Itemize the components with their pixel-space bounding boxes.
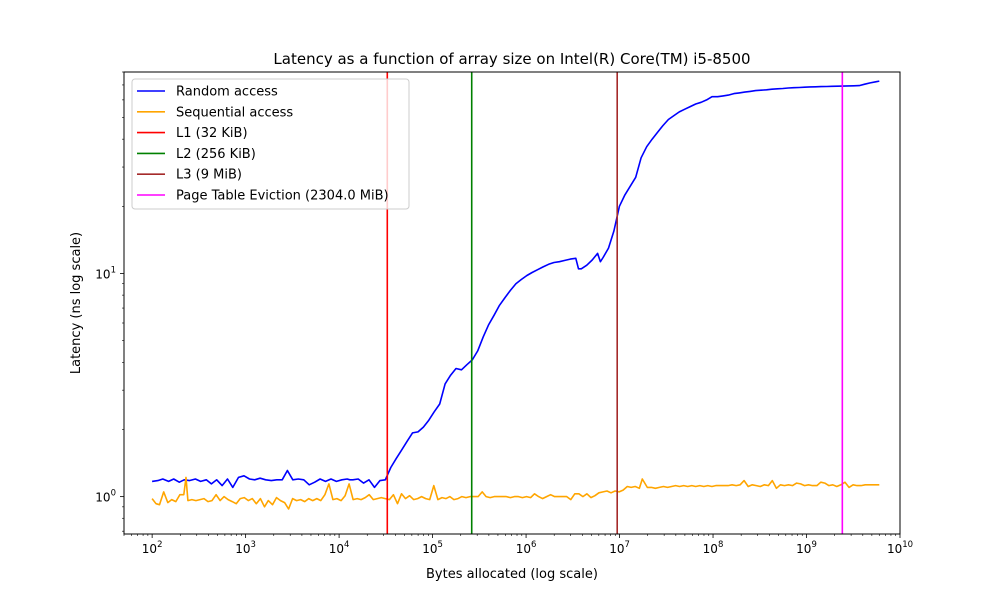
series-line-0	[151, 80, 880, 489]
chart-title: Latency as a function of array size on I…	[273, 50, 750, 68]
x-tick-label: 1010	[887, 540, 913, 556]
x-axis: 102 103 104 105 106 107 108 109 1010	[123, 534, 913, 556]
legend-label: L3 (9 MiB)	[176, 168, 242, 183]
y-axis-label: Latency (ns log scale)	[69, 232, 84, 374]
y-tick-label: 101	[95, 266, 116, 282]
legend-label: L2 (256 KiB)	[176, 147, 256, 162]
x-tick-label: 105	[422, 540, 443, 556]
legend: Random access Sequential access L1 (32 KiB…	[131, 78, 410, 210]
legend-box	[131, 78, 410, 210]
legend-label: L1 (32 KiB)	[176, 126, 248, 141]
x-tick-label: 108	[703, 540, 724, 556]
x-tick-label: 106	[516, 540, 537, 556]
plot-frame	[123, 71, 901, 535]
legend-label: Random access	[176, 85, 278, 100]
x-axis-label: Bytes allocated (log scale)	[426, 567, 598, 582]
x-tick-label: 102	[142, 540, 163, 556]
x-tick-label: 107	[609, 540, 630, 556]
y-tick-label: 100	[95, 489, 116, 505]
legend-label: Sequential access	[176, 105, 293, 120]
x-tick-label: 103	[235, 540, 256, 556]
y-axis: 100 101	[95, 71, 124, 532]
legend-label: Page Table Eviction (2304.0 MiB)	[176, 189, 389, 204]
x-tick-label: 104	[329, 540, 350, 556]
series-line-1	[151, 476, 880, 510]
x-tick-label: 109	[796, 540, 817, 556]
